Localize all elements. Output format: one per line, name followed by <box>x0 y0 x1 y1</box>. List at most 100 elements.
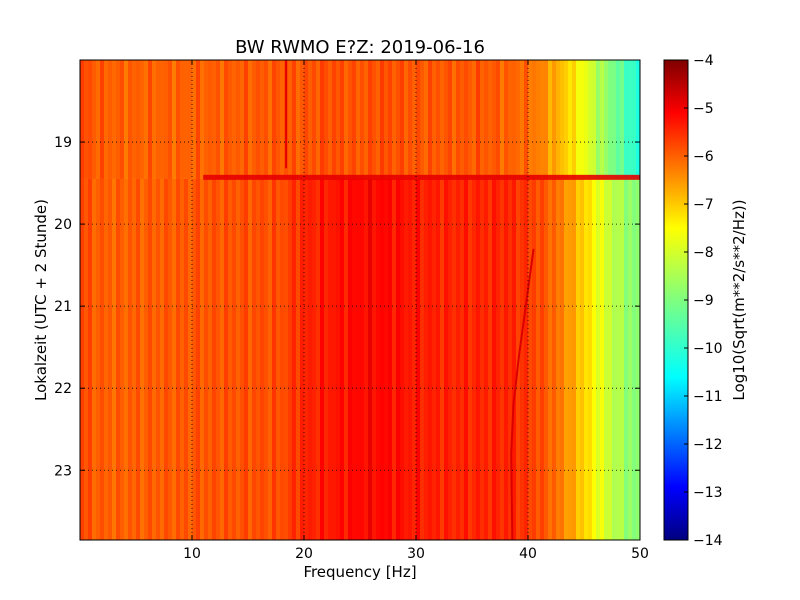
heatmap-cell <box>404 60 409 179</box>
heatmap-cell <box>272 60 277 179</box>
heatmap-cell <box>568 60 573 179</box>
heatmap-cell <box>356 60 361 179</box>
heatmap-cell <box>600 60 605 179</box>
heatmap-cell <box>144 60 149 179</box>
heatmap-cell <box>204 178 209 540</box>
heatmap-cell <box>184 178 189 540</box>
heatmap-cell <box>364 178 369 540</box>
heatmap-cell <box>292 178 297 540</box>
heatmap-cell <box>80 60 85 179</box>
heatmap-cell <box>172 178 177 540</box>
heatmap-cell <box>548 178 553 540</box>
heatmap-cell <box>596 60 601 179</box>
heatmap-cell <box>216 60 221 179</box>
heatmap-cell <box>256 178 261 540</box>
heatmap-cell <box>496 60 501 179</box>
heatmap-cell <box>248 60 253 179</box>
heatmap-cell <box>408 178 413 540</box>
heatmap-cell <box>624 178 629 540</box>
heatmap-cell <box>128 60 133 179</box>
heatmap-cell <box>320 60 325 179</box>
heatmap-cell <box>620 60 625 179</box>
heatmap-cell <box>376 60 381 179</box>
heatmap-cell <box>188 60 193 179</box>
heatmap-cell <box>372 178 377 540</box>
heatmap-cell <box>244 178 249 540</box>
heatmap-cell <box>252 178 257 540</box>
heatmap-cell <box>564 60 569 179</box>
heatmap-cell <box>544 60 549 179</box>
heatmap-cell <box>172 60 177 179</box>
heatmap-cell <box>316 60 321 179</box>
heatmap-cell <box>588 178 593 540</box>
heatmap-cell <box>568 178 573 540</box>
heatmap-cell <box>228 178 233 540</box>
y-tick-label: 22 <box>54 381 72 397</box>
heatmap-cell <box>528 178 533 540</box>
heatmap-cell <box>448 60 453 179</box>
y-tick-label: 21 <box>54 299 72 315</box>
heatmap-cell <box>132 60 137 179</box>
heatmap-cell <box>296 178 301 540</box>
heatmap-cell <box>512 178 517 540</box>
colorbar-tick-label: −4 <box>693 53 714 69</box>
heatmap-cell <box>308 178 313 540</box>
heatmap-cell <box>400 178 405 540</box>
heatmap-cell <box>352 178 357 540</box>
heatmap-cell <box>584 178 589 540</box>
heatmap-cell <box>480 178 485 540</box>
heatmap-cell <box>596 178 601 540</box>
heatmap-cell <box>576 60 581 179</box>
heatmap-cell <box>556 178 561 540</box>
x-tick-label: 10 <box>183 546 201 562</box>
y-tick-label: 19 <box>54 135 72 151</box>
heatmap-cell <box>232 178 237 540</box>
heatmap-cell <box>80 178 85 540</box>
heatmap-cell <box>488 60 493 179</box>
heatmap-cell <box>424 178 429 540</box>
heatmap-cell <box>572 60 577 179</box>
y-tick-label: 23 <box>54 463 72 479</box>
heatmap-cell <box>108 178 113 540</box>
heatmap-cell <box>348 178 353 540</box>
heatmap-cell <box>432 178 437 540</box>
heatmap-cell <box>484 60 489 179</box>
heatmap-cell <box>360 60 365 179</box>
heatmap-cell <box>156 60 161 179</box>
heatmap-cell <box>296 60 301 179</box>
heatmap-cell <box>440 178 445 540</box>
heatmap-cell <box>492 60 497 179</box>
heatmap-cell <box>488 178 493 540</box>
heatmap-cell <box>448 178 453 540</box>
drifting-line-mark <box>510 248 535 540</box>
heatmap-cell <box>540 60 545 179</box>
plot-frame <box>79 59 641 541</box>
heatmap-cell <box>300 178 305 540</box>
x-tick-label: 50 <box>631 546 649 562</box>
x-axis-label: Frequency [Hz] <box>303 563 416 581</box>
heatmap-cell <box>124 60 129 179</box>
heatmap-cell <box>532 178 537 540</box>
heatmap-cell <box>352 60 357 179</box>
heatmap-cell <box>332 60 337 179</box>
heatmap-cell <box>500 60 505 179</box>
heatmap-cell <box>244 60 249 179</box>
heatmap-cell <box>100 60 105 179</box>
heatmap-cell <box>292 60 297 179</box>
heatmap-cell <box>308 60 313 179</box>
colorbar-tick-label: −14 <box>693 533 723 549</box>
heatmap-cell <box>260 178 265 540</box>
heatmap-cell <box>368 60 373 179</box>
heatmap-cell <box>636 178 640 540</box>
heatmap-cell <box>356 178 361 540</box>
heatmap-cell <box>184 60 189 179</box>
heatmap-cell <box>236 60 241 179</box>
heatmap-cell <box>632 60 637 179</box>
heatmap-cell <box>412 178 417 540</box>
heatmap-cell <box>612 60 617 179</box>
heatmap-cell <box>268 178 273 540</box>
heatmap-cell <box>124 178 129 540</box>
heatmap-cell <box>392 178 397 540</box>
heatmap-cell <box>460 178 465 540</box>
colorbar: −4 −5 −6 −7 −8 −9 −10 −11 −12 −13 −14 Log10(Sqrt(m… <box>663 53 748 549</box>
